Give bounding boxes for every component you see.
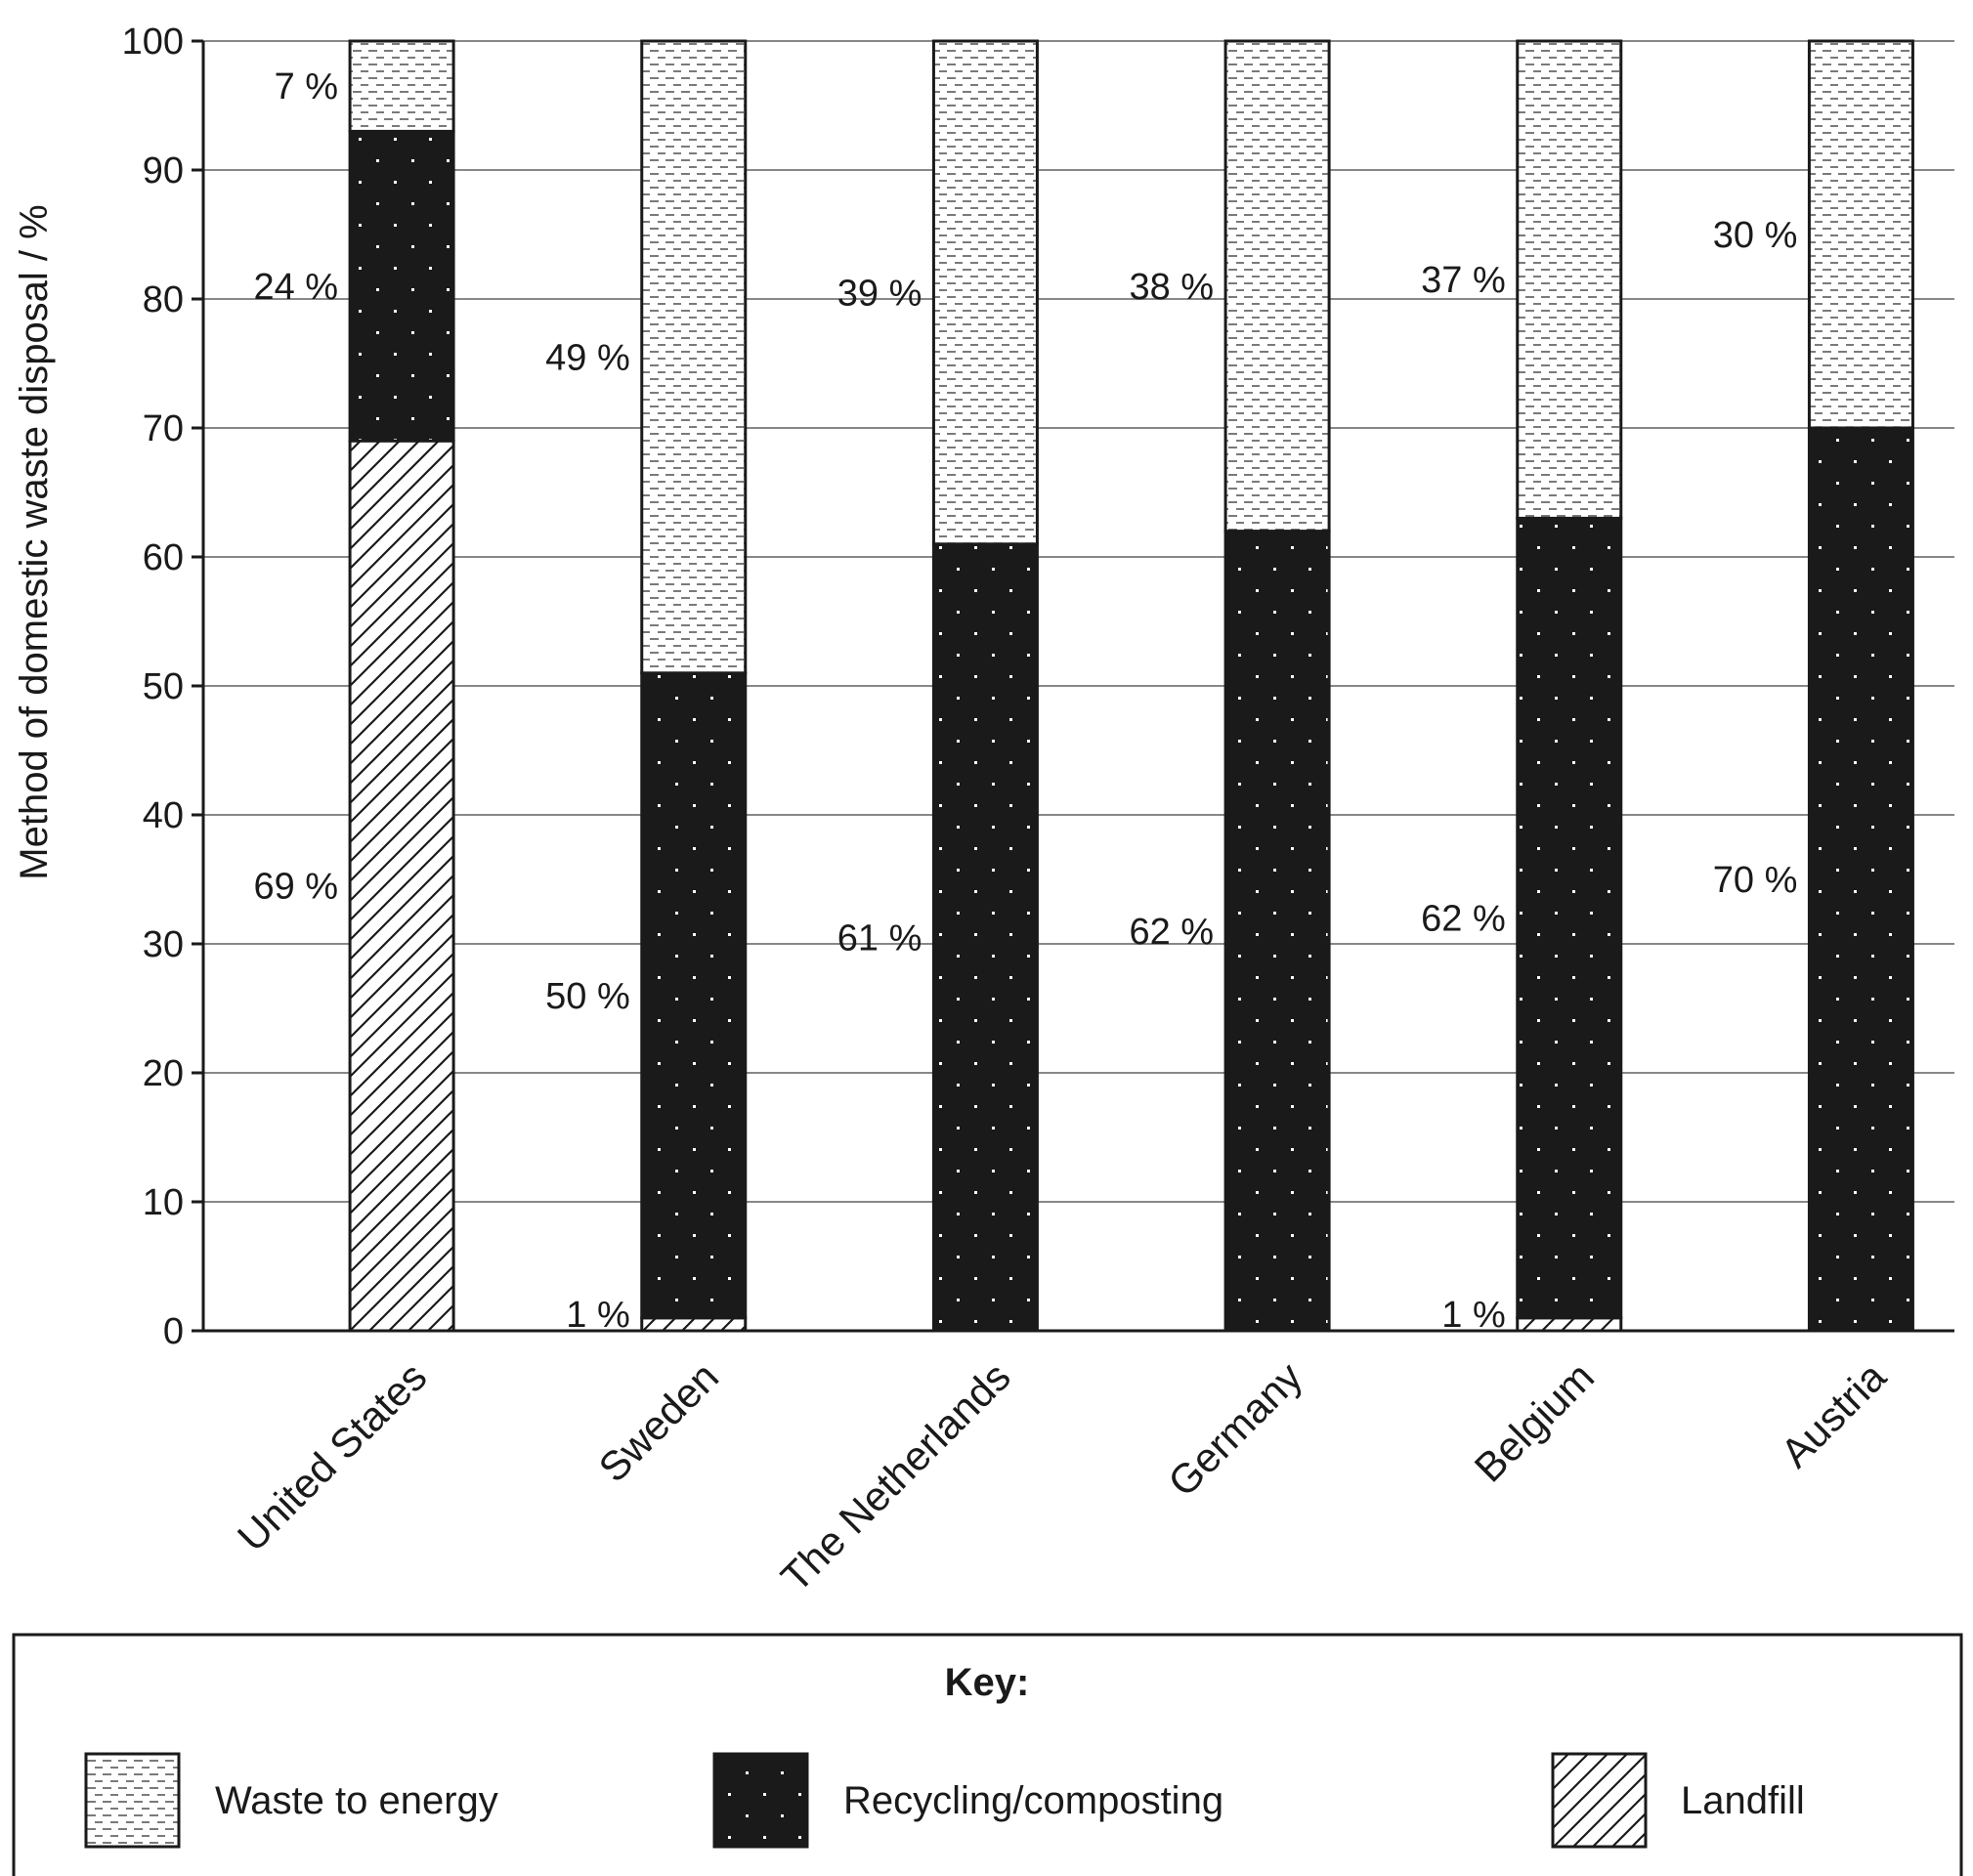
bar-segment-dashes [1516,39,1623,520]
legend-items: Waste to energy Recycling/composting Landf… [84,1752,1805,1849]
y-tick-label: 40 [143,795,184,836]
bar-segment-dots [1516,516,1623,1320]
segment-value-label: 49 % [545,337,630,378]
segment-value-label: 70 % [1713,860,1798,901]
legend-label: Landfill [1681,1779,1805,1822]
legend-swatch-hatch [1551,1752,1648,1849]
segment-value-label: 62 % [1421,899,1506,940]
y-tick-label: 20 [143,1053,184,1094]
bar-segment-hatch [640,1316,748,1333]
x-category-label: The Netherlands [772,1353,1019,1600]
segment-value-label: 24 % [253,267,338,308]
gridlines [203,40,1954,1203]
bar-segment-dashes [1807,39,1914,430]
bar-segment-dots [640,671,748,1320]
x-category-label: Austria [1772,1353,1895,1476]
x-category-label: United States [229,1353,436,1560]
bar-segment-hatch [1516,1316,1623,1333]
bar-segment-dashes [640,39,748,675]
segment-value-label: 1 % [566,1295,629,1336]
y-tick-label: 60 [143,537,184,578]
legend-swatch-dots [712,1752,809,1849]
y-tick-label: 100 [122,21,184,63]
axes [201,41,1954,1333]
legend-swatch-dashes [84,1752,181,1849]
y-tick-label: 30 [143,924,184,965]
legend-title: Key: [945,1661,1030,1704]
segment-value-label: 1 % [1441,1295,1505,1336]
bars [348,39,1914,1333]
bar-segment-dots [348,129,455,443]
y-tick-label: 50 [143,666,184,707]
x-category-label: Germany [1159,1353,1310,1505]
segment-labels: 69 % 24 % 7 % 1 % 50 % 49 % 61 % 39 % 62 % 38 % 1 … [253,66,1797,1336]
x-category-label: Sweden [590,1353,728,1491]
segment-value-label: 62 % [1129,912,1214,953]
bar-segment-dashes [1223,39,1331,533]
y-tick-label: 80 [143,279,184,320]
x-axis-category-labels: United States Sweden The Netherlands German… [229,1353,1895,1600]
y-tick-label: 70 [143,408,184,449]
segment-value-label: 7 % [275,66,338,107]
segment-value-label: 61 % [837,917,922,959]
y-tick-label: 0 [163,1311,184,1352]
segment-value-label: 38 % [1129,267,1214,308]
y-axis-ticks: 0 10 20 30 40 50 60 70 80 90 100 [122,21,203,1352]
bar-segment-dashes [931,39,1039,546]
bar-segment-dashes [348,39,455,133]
legend: Key: Waste to energy Recycling/composting… [12,1633,1963,1876]
bar-segment-hatch [348,439,455,1333]
bar-segment-dots [1223,530,1331,1333]
segment-value-label: 39 % [837,273,922,314]
y-axis-label: Method of domestic waste disposal / % [13,204,56,879]
bar-segment-dots [1807,426,1914,1333]
bar-segment-dots [931,542,1039,1333]
y-tick-label: 90 [143,150,184,192]
segment-value-label: 69 % [253,867,338,908]
segment-value-label: 37 % [1421,260,1506,301]
legend-label: Waste to energy [215,1779,498,1822]
segment-value-label: 30 % [1713,215,1798,256]
y-tick-label: 10 [143,1182,184,1223]
segment-value-label: 50 % [545,976,630,1017]
x-category-label: Belgium [1466,1353,1604,1491]
legend-label: Recycling/composting [843,1779,1223,1822]
